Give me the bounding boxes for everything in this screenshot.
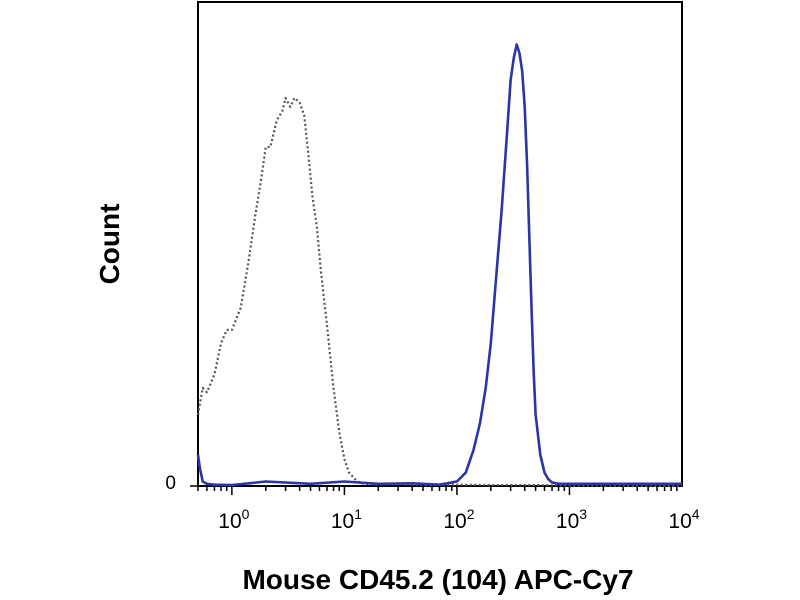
y-tick-label: 0 (165, 473, 176, 494)
plot-frame (197, 1, 683, 487)
x-tick-label: 103 (556, 506, 587, 533)
series-layer (196, 43, 683, 488)
x-tick-label: 101 (331, 506, 362, 533)
x-tick-label: 100 (218, 506, 249, 533)
x-axis-title: Mouse CD45.2 (104) APC-Cy7 (242, 564, 633, 595)
tick-marks (190, 485, 678, 495)
x-tick-labels: 100 101 102 103 104 (218, 506, 699, 533)
series-line-solid (196, 43, 682, 487)
x-tick-label: 104 (668, 506, 699, 533)
y-tick-labels: 0 (165, 473, 176, 494)
y-axis-title: Count (94, 204, 125, 285)
x-tick-label: 102 (443, 506, 474, 533)
